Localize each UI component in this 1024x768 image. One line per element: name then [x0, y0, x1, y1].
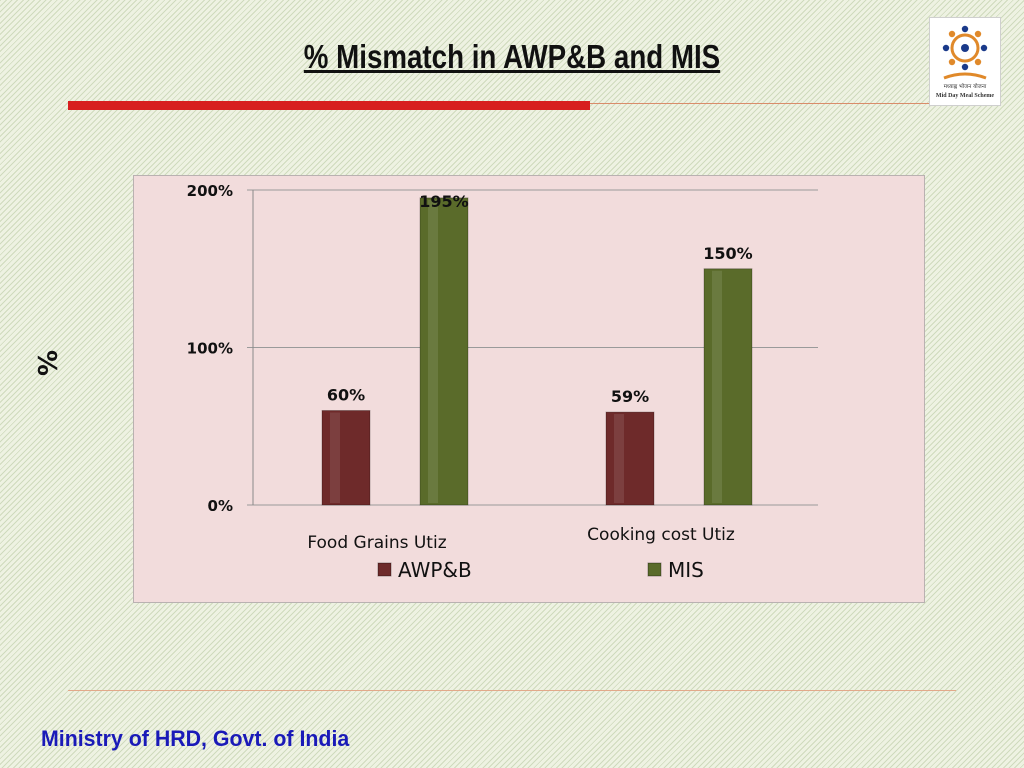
footer-text: Ministry of HRD, Govt. of India: [41, 726, 350, 751]
data-label: 60%: [327, 386, 365, 405]
data-label: 195%: [419, 192, 468, 211]
bar-highlight: [330, 412, 340, 503]
footer-rule: [68, 690, 956, 691]
title-thin-rule: [590, 103, 955, 104]
y-tick-label: 200%: [187, 182, 233, 200]
title-underline-rule: [68, 101, 590, 110]
logo-caption-hindi: मध्याह्न भोजन योजना: [944, 83, 987, 90]
bar-highlight: [428, 199, 438, 503]
chart-plot-area: [133, 175, 925, 603]
x-category-label: Food Grains Utiz: [307, 533, 446, 553]
bar-highlight: [614, 414, 624, 503]
slide-title: % Mismatch in AWP&B and MIS: [303, 38, 721, 75]
bar-mis: [419, 197, 469, 506]
people-ring-icon: [942, 25, 988, 71]
bar-mis: [703, 268, 753, 506]
data-label: 150%: [703, 244, 752, 263]
legend-label: MIS: [668, 558, 704, 582]
legend-label: AWP&B: [398, 558, 472, 582]
data-label: 59%: [611, 387, 649, 406]
mid-day-meal-logo: मध्याह्न भोजन योजना Mid Day Meal Scheme: [929, 17, 1001, 106]
x-category-label: Cooking cost Utiz: [587, 525, 735, 545]
bar-awpb: [321, 410, 371, 506]
bar-highlight: [712, 270, 722, 503]
y-tick-label: 100%: [187, 340, 233, 358]
legend-swatch: [377, 562, 392, 577]
logo-caption: Mid Day Meal Scheme: [936, 93, 994, 99]
y-tick-label: 0%: [208, 497, 233, 515]
legend-swatch: [647, 562, 662, 577]
bar-awpb: [605, 411, 655, 506]
